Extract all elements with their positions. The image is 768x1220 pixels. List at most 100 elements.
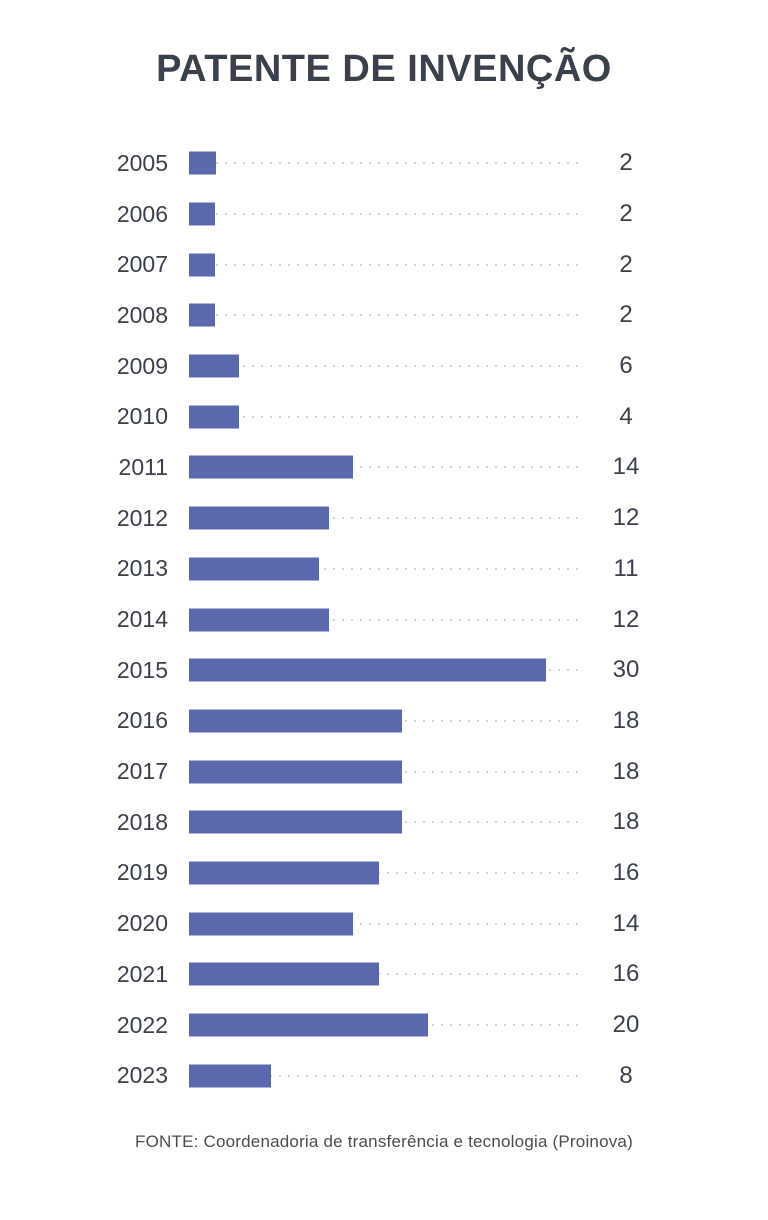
chart-row: 2023 8 <box>0 1050 768 1101</box>
bar-track <box>189 239 590 290</box>
dot-leader <box>189 618 585 621</box>
value-label: 11 <box>613 554 639 582</box>
dot-leader <box>189 365 585 368</box>
bar <box>189 506 329 530</box>
value-label: 16 <box>612 858 640 886</box>
chart-row: 2006 2 <box>0 189 768 240</box>
bar-track <box>189 949 590 1000</box>
bar <box>189 253 215 277</box>
bar <box>189 1064 271 1088</box>
chart-row: 2021 16 <box>0 949 768 1000</box>
bar-track <box>189 898 590 949</box>
value-label: 8 <box>619 1061 633 1089</box>
bar-track <box>189 493 590 544</box>
bar-track <box>189 645 590 696</box>
bar-track <box>189 138 590 189</box>
value-label: 18 <box>612 757 640 785</box>
year-label: 2005 <box>116 149 168 176</box>
bar <box>189 1013 428 1037</box>
chart-row: 2017 18 <box>0 746 768 797</box>
bar <box>189 202 215 226</box>
chart-row: 2011 14 <box>0 442 768 493</box>
bar-track <box>189 391 590 442</box>
chart-row: 2005 2 <box>0 138 768 189</box>
year-label: 2022 <box>116 1011 168 1038</box>
chart-row: 2013 11 <box>0 544 768 595</box>
value-label: 2 <box>619 200 633 228</box>
year-label: 2021 <box>116 960 168 987</box>
bar <box>189 760 402 784</box>
year-label: 2011 <box>118 453 168 480</box>
bar-chart: 2005 2 2006 2 2007 2 2008 2 2009 6 2010 4 2011 14 2012… <box>0 138 768 1101</box>
year-label: 2006 <box>116 200 168 227</box>
bar-track <box>189 848 590 899</box>
value-label: 2 <box>619 301 633 329</box>
chart-row: 2009 6 <box>0 341 768 392</box>
bar-track <box>189 696 590 747</box>
chart-row: 2014 12 <box>0 594 768 645</box>
bar-track <box>189 290 590 341</box>
value-label: 4 <box>619 402 633 430</box>
value-label: 18 <box>612 706 640 734</box>
bar <box>189 861 379 885</box>
dot-leader <box>189 466 585 469</box>
value-label: 2 <box>619 250 633 278</box>
dot-leader <box>189 567 585 570</box>
year-label: 2023 <box>116 1062 168 1089</box>
bar-track <box>189 746 590 797</box>
chart-row: 2018 18 <box>0 797 768 848</box>
bar-track <box>189 544 590 595</box>
chart-row: 2019 16 <box>0 848 768 899</box>
year-label: 2016 <box>116 707 168 734</box>
dot-leader <box>189 415 585 418</box>
bar <box>189 962 379 986</box>
year-label: 2007 <box>116 251 168 278</box>
bar-track <box>189 341 590 392</box>
bar <box>189 608 329 632</box>
year-label: 2013 <box>116 555 168 582</box>
chart-row: 2007 2 <box>0 239 768 290</box>
bar <box>189 658 546 682</box>
dot-leader <box>189 314 585 317</box>
bar-track <box>189 1050 590 1101</box>
year-label: 2014 <box>116 606 168 633</box>
year-label: 2012 <box>116 504 168 531</box>
value-label: 12 <box>612 504 640 532</box>
year-label: 2008 <box>116 301 168 328</box>
bar <box>189 912 353 936</box>
chart-row: 2008 2 <box>0 290 768 341</box>
bar-track <box>189 1000 590 1051</box>
value-label: 6 <box>619 352 633 380</box>
value-label: 14 <box>612 909 640 937</box>
chart-title: PATENTE DE INVENÇÃO <box>156 48 612 90</box>
bar <box>189 455 353 479</box>
bar-track <box>189 797 590 848</box>
bar-track <box>189 442 590 493</box>
dot-leader <box>189 517 585 520</box>
value-label: 12 <box>612 605 640 633</box>
chart-row: 2022 20 <box>0 1000 768 1051</box>
value-label: 30 <box>612 656 640 684</box>
year-label: 2017 <box>116 758 168 785</box>
year-label: 2018 <box>116 808 168 835</box>
bar <box>189 709 402 733</box>
source-note: FONTE: Coordenadoria de transferência e … <box>135 1132 633 1152</box>
year-label: 2015 <box>116 656 168 683</box>
chart-row: 2010 4 <box>0 391 768 442</box>
dot-leader <box>189 1074 585 1077</box>
bar <box>189 303 215 327</box>
year-label: 2019 <box>116 859 168 886</box>
value-label: 2 <box>619 149 633 177</box>
dot-leader <box>189 213 585 216</box>
dot-leader <box>189 162 585 165</box>
year-label: 2020 <box>116 910 168 937</box>
dot-leader <box>189 973 585 976</box>
bar-track <box>189 189 590 240</box>
chart-row: 2016 18 <box>0 696 768 747</box>
chart-row: 2020 14 <box>0 898 768 949</box>
chart-row: 2015 30 <box>0 645 768 696</box>
bar <box>189 354 239 378</box>
bar <box>189 810 402 834</box>
bar <box>189 405 239 429</box>
